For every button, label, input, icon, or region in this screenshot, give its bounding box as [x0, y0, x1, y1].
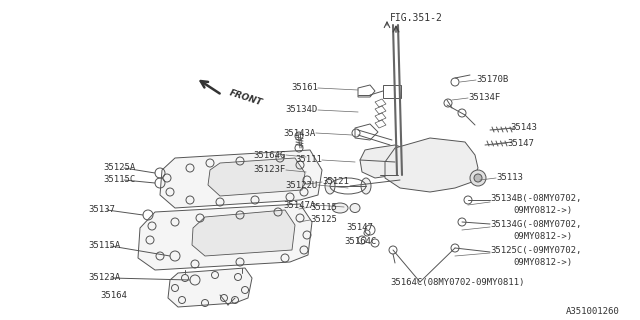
Ellipse shape	[427, 167, 449, 189]
Ellipse shape	[474, 174, 482, 182]
Text: FRONT: FRONT	[228, 88, 263, 108]
Polygon shape	[208, 158, 305, 196]
Text: 35115A: 35115A	[88, 242, 120, 251]
Text: 09MY0812->): 09MY0812->)	[513, 206, 572, 215]
Text: 09MY0812->): 09MY0812->)	[513, 259, 572, 268]
Text: 35134B(-08MY0702,: 35134B(-08MY0702,	[490, 194, 581, 203]
Text: 35164: 35164	[100, 292, 127, 300]
Text: 35170B: 35170B	[476, 76, 508, 84]
Text: 35134F: 35134F	[468, 93, 500, 102]
Text: 35164G: 35164G	[253, 150, 286, 159]
Polygon shape	[168, 268, 252, 307]
Text: 35143A: 35143A	[284, 129, 316, 138]
Polygon shape	[192, 210, 295, 256]
Ellipse shape	[350, 204, 360, 212]
Text: 35134D: 35134D	[285, 106, 318, 115]
Text: 35164C(08MY0702-09MY0811): 35164C(08MY0702-09MY0811)	[390, 277, 524, 286]
Text: 35123F: 35123F	[253, 165, 286, 174]
Text: 35125: 35125	[310, 215, 337, 225]
Polygon shape	[138, 204, 312, 270]
Text: 35147: 35147	[347, 223, 373, 233]
Text: 35125A: 35125A	[103, 164, 135, 172]
Ellipse shape	[361, 178, 371, 194]
Polygon shape	[360, 145, 412, 178]
Text: 35161: 35161	[291, 84, 318, 92]
Ellipse shape	[470, 170, 486, 186]
Text: 35147: 35147	[507, 139, 534, 148]
Text: 35143: 35143	[510, 124, 537, 132]
Polygon shape	[160, 150, 322, 208]
Bar	[383, 85, 401, 98]
Text: 35115C: 35115C	[103, 175, 135, 185]
Text: A351001260: A351001260	[566, 307, 620, 316]
Text: 35164C: 35164C	[344, 237, 376, 246]
Ellipse shape	[325, 178, 335, 194]
Ellipse shape	[332, 203, 348, 213]
Text: 35123A: 35123A	[88, 274, 120, 283]
Text: 35137: 35137	[88, 205, 115, 214]
Text: 35134G(-08MY0702,: 35134G(-08MY0702,	[490, 220, 581, 228]
Text: 35113: 35113	[496, 173, 523, 182]
Text: 35125C(-09MY0702,: 35125C(-09MY0702,	[490, 245, 581, 254]
Text: 35111: 35111	[295, 156, 322, 164]
Text: 35122U: 35122U	[285, 180, 318, 189]
Polygon shape	[385, 138, 478, 192]
Text: 35121: 35121	[322, 178, 349, 187]
Ellipse shape	[432, 172, 444, 184]
Text: FIG.351-2: FIG.351-2	[390, 13, 443, 23]
Text: 35115: 35115	[310, 203, 337, 212]
Text: 09MY0812->): 09MY0812->)	[513, 233, 572, 242]
Text: 35147A: 35147A	[284, 201, 316, 210]
